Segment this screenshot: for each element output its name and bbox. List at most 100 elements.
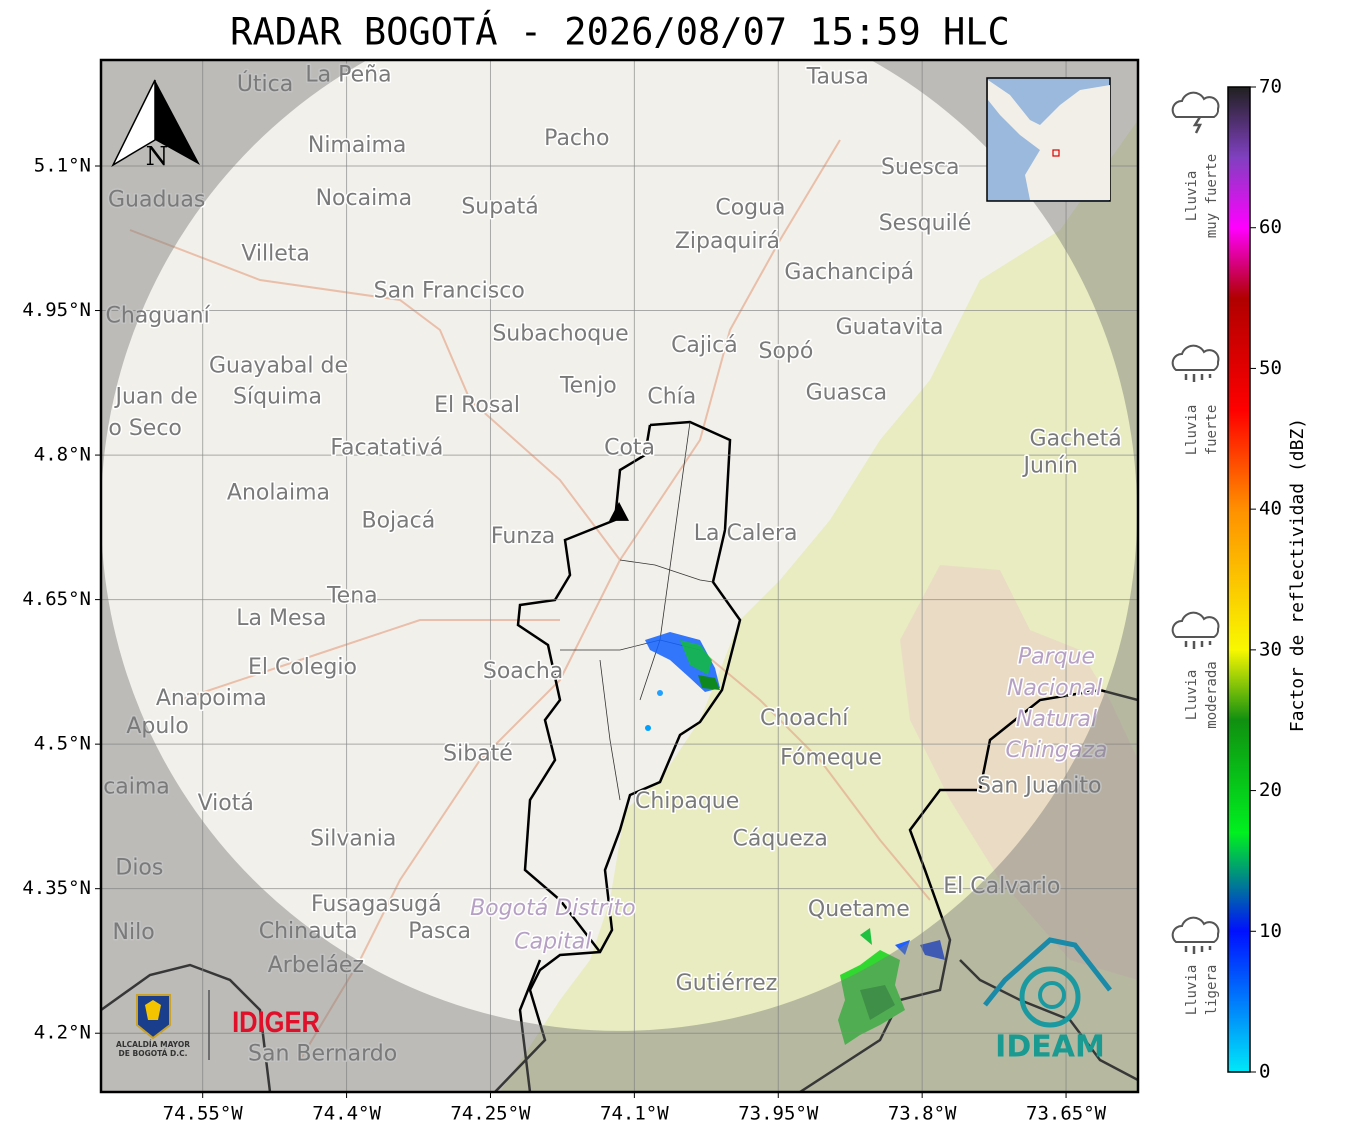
place-label: El Calvario xyxy=(943,874,1060,899)
place-label: Villeta xyxy=(241,242,310,267)
lon-tick-label: 73.8°W xyxy=(888,1103,957,1125)
place-label: Guasca xyxy=(806,380,888,405)
lon-tick-label: 74.4°W xyxy=(312,1103,381,1125)
lon-tick-label: 74.25°W xyxy=(450,1103,531,1125)
place-label: Subachoque xyxy=(492,322,628,347)
lat-tick-label: 4.2°N xyxy=(34,1022,91,1044)
place-label: Fusagasugá xyxy=(311,892,442,917)
weather-icon xyxy=(1184,641,1212,649)
colorbar-tick-label: 40 xyxy=(1259,498,1282,520)
idiger-text: IDIGER xyxy=(232,1005,320,1038)
place-label: Nacional xyxy=(1007,676,1102,701)
place-label: Guayabal de xyxy=(209,353,348,378)
roads xyxy=(129,139,931,1061)
place-label: Cogua xyxy=(715,195,785,220)
place-label: Chía xyxy=(647,384,696,409)
place-label: Bojacá xyxy=(362,509,436,534)
place-label: Pacho xyxy=(544,126,609,151)
rain-category: ligera xyxy=(1204,965,1220,1016)
weather-icon xyxy=(1171,916,1220,943)
place-label: Natural xyxy=(1016,707,1097,732)
place-label: Pasca xyxy=(408,919,471,944)
rain-category: Lluvia xyxy=(1184,171,1200,222)
place-label: San Bernardo xyxy=(248,1041,397,1066)
north-label: N xyxy=(146,142,169,172)
colorbar-tick-label: 70 xyxy=(1259,76,1282,98)
district-boundary xyxy=(101,420,1138,1092)
place-label: Nimaima xyxy=(308,133,407,158)
lat-tick-label: 5.1°N xyxy=(34,154,91,176)
rain-category: muy fuerte xyxy=(1204,154,1220,238)
place-label: Sibaté xyxy=(443,742,513,767)
place-label: Facatativá xyxy=(330,435,443,460)
place-label: Guaduas xyxy=(108,188,205,213)
place-label: Suesca xyxy=(881,155,959,180)
place-label: Parque xyxy=(1018,644,1095,669)
place-label: La Calera xyxy=(694,521,798,546)
lon-tick-label: 73.65°W xyxy=(1026,1103,1107,1125)
lat-tick-label: 4.95°N xyxy=(22,299,91,321)
lat-tick-label: 4.8°N xyxy=(34,444,91,466)
place-label: Dios xyxy=(115,855,163,880)
rain-category: moderada xyxy=(1204,661,1220,728)
place-label: Cota xyxy=(604,435,655,460)
colorbar: 0 10 20 30 40 50 60 70 Factor de reflectividad (… xyxy=(1171,76,1308,1083)
weather-icon xyxy=(1171,344,1220,371)
place-label: Juan de xyxy=(113,384,197,409)
place-label: Cáqueza xyxy=(733,827,828,852)
lon-tick-label: 74.1°W xyxy=(600,1103,669,1125)
map: Útica La Peña Tausa Pacho Nimaima Guaduas Noca… xyxy=(101,60,1138,1092)
inset-map xyxy=(986,77,1111,202)
map-frame xyxy=(99,58,1140,1094)
place-label: Viotá xyxy=(198,791,254,816)
place-label: Tausa xyxy=(806,64,869,89)
place-label: Sesquilé xyxy=(879,211,972,236)
ideam-logo xyxy=(983,937,1112,1028)
place-label: Bogotá Distrito xyxy=(470,896,635,921)
lon-tick-label: 74.55°W xyxy=(163,1103,244,1125)
place-label: El Colegio xyxy=(248,655,357,680)
radar-echoes xyxy=(645,632,945,1045)
ideam-text: IDEAM xyxy=(995,1030,1105,1065)
place-label: Supatá xyxy=(461,194,538,219)
place-label: Nocaima xyxy=(316,186,413,211)
colorbar-tick-label: 30 xyxy=(1259,638,1282,660)
rain-category: Lluvia xyxy=(1184,670,1200,721)
place-label: Gachetá xyxy=(1030,427,1122,452)
colorbar-label: Factor de reflectividad (dBZ) xyxy=(1287,418,1308,732)
place-label: Tena xyxy=(326,584,378,609)
colorbar-tick-label: 50 xyxy=(1259,357,1282,379)
weather-icon xyxy=(1171,91,1220,118)
place-label: Chaguaní xyxy=(105,303,210,328)
lat-tick-label: 4.65°N xyxy=(22,588,91,610)
place-label: Silvania xyxy=(310,827,396,852)
place-label: Gutiérrez xyxy=(676,971,778,996)
place-label: Síquima xyxy=(233,384,322,409)
place-label: Cajicá xyxy=(671,333,738,358)
place-label: Sopó xyxy=(759,339,814,364)
place-label: Chingaza xyxy=(1006,738,1108,763)
place-label: El Rosal xyxy=(434,393,520,418)
place-label: Guatavita xyxy=(836,315,944,340)
lat-tick-label: 4.35°N xyxy=(22,877,91,899)
place-label: San Francisco xyxy=(374,278,525,303)
place-label: Junín xyxy=(1021,454,1077,479)
place-label: La Peña xyxy=(305,62,391,87)
weather-icon xyxy=(1171,611,1220,638)
place-label: Quetame xyxy=(808,897,910,922)
colorbar-tick-label: 10 xyxy=(1259,920,1282,942)
place-label: Soacha xyxy=(483,659,563,684)
place-label: Chipaque xyxy=(635,789,739,814)
place-label: Gachancipá xyxy=(784,260,914,285)
place-label: Arbeláez xyxy=(268,953,364,978)
colorbar-tick-label: 0 xyxy=(1259,1061,1270,1083)
place-label: Nilo xyxy=(113,920,155,945)
radar-site xyxy=(609,501,630,521)
place-label: Anapoima xyxy=(156,686,267,711)
alcaldia-text: ALCALDÍA MAYOR xyxy=(116,1040,190,1049)
alcaldia-text: DE BOGOTÁ D.C. xyxy=(119,1049,188,1058)
place-label: Capital xyxy=(514,930,591,955)
place-label: Anolaima xyxy=(227,481,330,506)
